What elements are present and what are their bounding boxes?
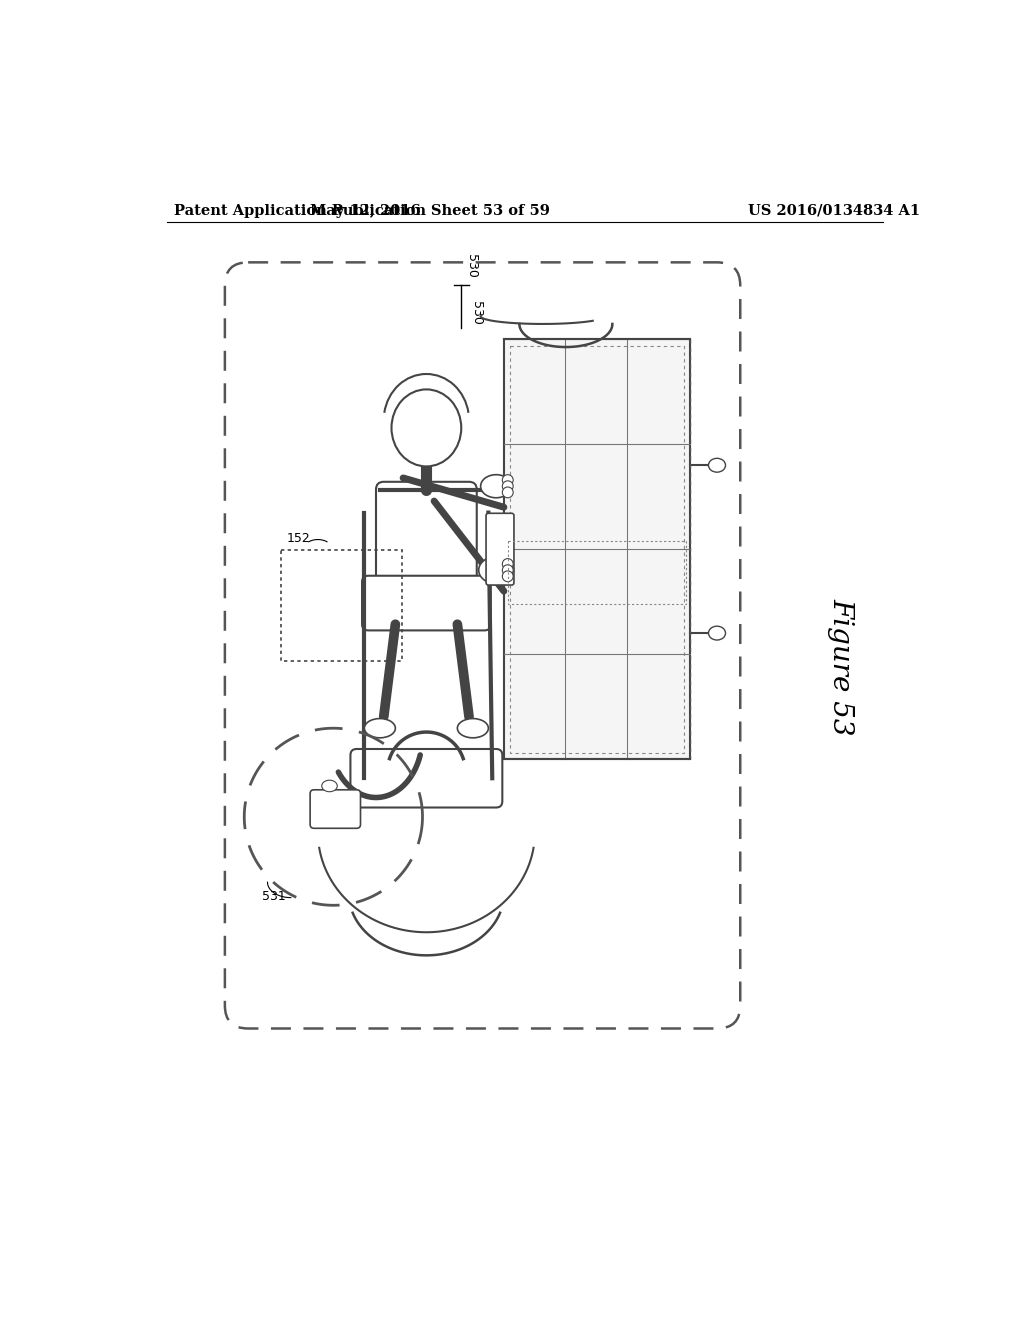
Text: Patent Application Publication: Patent Application Publication (174, 203, 427, 218)
Circle shape (503, 475, 513, 486)
Ellipse shape (365, 718, 395, 738)
Circle shape (503, 480, 513, 491)
Text: Figure 53: Figure 53 (827, 598, 854, 735)
Circle shape (503, 487, 513, 498)
FancyBboxPatch shape (362, 576, 490, 631)
Circle shape (503, 572, 513, 582)
Bar (504, 339, 690, 759)
Ellipse shape (480, 475, 512, 498)
FancyBboxPatch shape (225, 263, 740, 1028)
Bar (508, 541, 686, 603)
Text: 531: 531 (262, 890, 286, 903)
Ellipse shape (391, 389, 461, 466)
Text: 530: 530 (470, 301, 482, 325)
Text: May 12, 2016  Sheet 53 of 59: May 12, 2016 Sheet 53 of 59 (310, 203, 550, 218)
FancyBboxPatch shape (310, 789, 360, 829)
Ellipse shape (478, 557, 514, 583)
FancyBboxPatch shape (350, 748, 503, 808)
FancyBboxPatch shape (486, 513, 514, 585)
Ellipse shape (709, 626, 726, 640)
Ellipse shape (458, 718, 488, 738)
Ellipse shape (709, 458, 726, 473)
Bar (510, 346, 684, 752)
Bar (282, 549, 401, 661)
FancyBboxPatch shape (376, 482, 477, 590)
Ellipse shape (322, 780, 337, 792)
Text: 152: 152 (287, 532, 310, 545)
Text: 530: 530 (465, 253, 478, 277)
Circle shape (503, 565, 513, 576)
Text: US 2016/0134834 A1: US 2016/0134834 A1 (748, 203, 921, 218)
Circle shape (503, 558, 513, 569)
